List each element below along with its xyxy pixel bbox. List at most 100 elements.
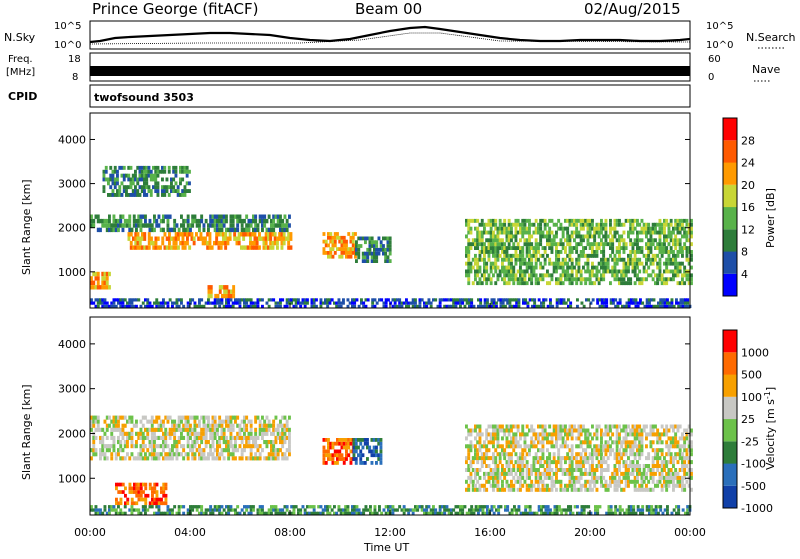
velocity-cell-f1	[162, 424, 165, 428]
power-cell-f7	[674, 258, 677, 262]
velocity-cell-f1	[151, 424, 154, 428]
velocity-cell-f4	[659, 436, 662, 440]
velocity-cell-f4	[497, 464, 500, 468]
power-cell-f2	[140, 219, 143, 223]
velocity-cell-f4	[465, 436, 468, 440]
velocity-cell-f5	[302, 505, 305, 508]
velocity-cell-f1	[266, 416, 269, 420]
power-cell-f7	[571, 262, 574, 266]
velocity-cell-f2	[325, 461, 328, 465]
power-cell-f8	[320, 298, 323, 301]
power-cell-f8	[439, 302, 442, 305]
power-cbar-label: Power [dB]	[764, 188, 777, 248]
power-cell-f7	[681, 254, 684, 258]
velocity-cell-f1	[101, 440, 104, 444]
velocity-cell-f1	[259, 444, 262, 448]
power-cell-f8	[502, 302, 505, 305]
power-cell-f7	[641, 250, 644, 254]
power-cell-f8	[306, 302, 309, 305]
velocity-cell-f5	[374, 505, 377, 508]
power-cell-f7	[634, 254, 637, 258]
power-cell-f7	[593, 238, 596, 242]
velocity-cell-f3	[371, 461, 374, 465]
velocity-cell-f5	[304, 508, 307, 511]
velocity-cell-f1	[106, 436, 109, 440]
power-cell-f6	[369, 248, 372, 252]
velocity-cell-f1	[277, 456, 280, 460]
velocity-cell-f4	[609, 444, 612, 448]
power-cell-f6	[371, 237, 374, 241]
velocity-cell-f1	[236, 416, 239, 420]
velocity-cell-f0	[165, 501, 168, 505]
velocity-cell-f1	[106, 456, 109, 460]
colorbar-swatch	[723, 185, 737, 207]
velocity-cell-f1	[241, 456, 244, 460]
power-cell-f3	[157, 181, 160, 185]
power-cell-f1	[287, 241, 290, 245]
velocity-cell-f5	[124, 505, 127, 508]
velocity-cell-f1	[261, 416, 264, 420]
power-cell-f7	[679, 270, 682, 274]
velocity-cell-f5	[446, 505, 449, 508]
power-cell-f3	[168, 193, 171, 197]
power-cell-f8	[596, 302, 599, 305]
velocity-cell-f4	[652, 468, 655, 472]
velocity-cell-f4	[677, 429, 680, 433]
power-cell-f7	[623, 277, 626, 281]
velocity-cell-f1	[146, 448, 149, 452]
power-cell-f7	[512, 266, 515, 270]
power-cell-f1	[143, 232, 146, 236]
velocity-cell-f4	[668, 484, 671, 488]
velocity-cell-f4	[485, 436, 488, 440]
velocity-cell-f4	[616, 444, 619, 448]
power-cell-f2	[128, 223, 131, 227]
velocity-cell-f4	[652, 429, 655, 433]
power-cell-f6	[389, 259, 392, 263]
power-cell-f8	[180, 302, 183, 305]
velocity-cell-f4	[616, 429, 619, 433]
power-cell-f7	[623, 231, 626, 235]
velocity-cell-f1	[104, 432, 107, 436]
power-cell-f1	[195, 232, 198, 236]
velocity-cell-f5	[261, 505, 264, 508]
power-cell-f7	[560, 238, 563, 242]
velocity-cell-f3	[355, 461, 358, 465]
power-cell-f7	[479, 266, 482, 270]
power-cell-f7	[681, 277, 684, 281]
power-cell-f7	[544, 246, 547, 250]
power-cell-f7	[670, 246, 673, 250]
power-cell-f8	[342, 302, 345, 305]
velocity-cell-f4	[645, 476, 648, 480]
velocity-cell-f1	[284, 440, 287, 444]
power-cell-f7	[548, 227, 551, 231]
velocity-cell-f4	[474, 436, 477, 440]
power-cell-f1	[238, 241, 241, 245]
velocity-cell-f4	[591, 425, 594, 429]
velocity-cell-f4	[506, 436, 509, 440]
velocity-cell-f4	[683, 440, 686, 444]
power-cell-f7	[521, 254, 524, 258]
velocity-cell-f4	[497, 480, 500, 484]
velocity-cell-f5	[666, 505, 669, 508]
power-cell-f7	[681, 262, 684, 266]
velocity-cell-f1	[212, 440, 215, 444]
power-cell-f7	[582, 250, 585, 254]
velocity-cell-f1	[101, 428, 104, 432]
power-cell-f7	[623, 250, 626, 254]
velocity-cell-f1	[230, 432, 233, 436]
power-cell-f7	[641, 246, 644, 250]
power-cell-f1	[220, 245, 223, 249]
velocity-cell-f4	[616, 488, 619, 492]
velocity-cell-f1	[173, 420, 176, 424]
power-cell-f7	[638, 258, 641, 262]
power-cell-f8	[533, 302, 536, 305]
power-cell-f7	[587, 266, 590, 270]
velocity-cell-f4	[564, 425, 567, 429]
velocity-cell-f1	[99, 456, 102, 460]
velocity-cell-f5	[158, 508, 161, 511]
power-cell-f3	[175, 170, 178, 174]
velocity-cell-f4	[551, 488, 554, 492]
power-cell-f7	[634, 227, 637, 231]
power-cell-f1	[209, 241, 212, 245]
power-cell-f7	[584, 246, 587, 250]
